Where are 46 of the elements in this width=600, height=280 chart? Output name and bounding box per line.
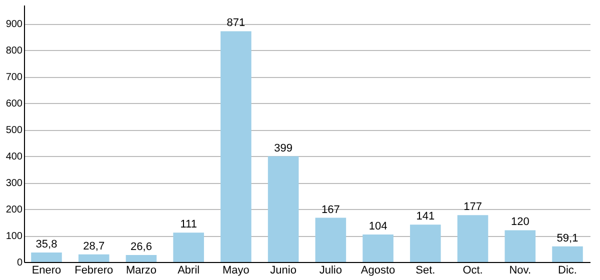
y-tick-label: 400 — [6, 152, 23, 163]
bar — [78, 254, 110, 262]
y-tick-label: 300 — [6, 178, 23, 190]
data-label: 28,7 — [83, 240, 105, 252]
y-tick-label: 600 — [6, 98, 23, 110]
bar — [362, 234, 394, 262]
data-label: 871 — [226, 17, 246, 30]
x-tick-label: Oct. — [462, 264, 483, 276]
bar — [220, 31, 252, 262]
x-tick-label: Mayo — [222, 264, 250, 276]
data-label: 120 — [510, 216, 530, 228]
y-tick-label: 900 — [6, 19, 23, 30]
x-tick-label: Dic. — [558, 264, 577, 276]
y-tick-label: 0 — [16, 258, 23, 268]
x-tick-label: Julio — [319, 264, 342, 276]
bar — [457, 215, 488, 262]
bar — [126, 254, 157, 262]
bar — [31, 252, 62, 262]
x-tick-label: Set. — [416, 264, 436, 276]
data-label: 399 — [274, 142, 292, 154]
bar — [268, 156, 299, 262]
x-tick-label: Febrero — [74, 264, 114, 276]
x-tick-label: Agosto — [360, 264, 396, 276]
y-tick-label: 700 — [6, 72, 23, 84]
y-tick-label: 800 — [6, 46, 23, 57]
y-tick-label: 200 — [6, 204, 23, 216]
data-label: 111 — [180, 218, 197, 231]
data-label: 104 — [368, 220, 388, 232]
y-tick-label: 500 — [6, 125, 23, 136]
x-tick-label: Abril — [178, 264, 200, 276]
x-tick-label: Nov. — [509, 264, 532, 276]
data-label: 167 — [322, 204, 340, 216]
data-label: 177 — [464, 201, 482, 214]
x-tick-label: Marzo — [126, 264, 157, 276]
data-label: 26,6 — [130, 240, 152, 253]
bar — [504, 230, 536, 262]
y-tick-label: 100 — [6, 231, 23, 242]
data-label: 141 — [416, 210, 435, 223]
bar — [315, 218, 346, 262]
data-label: 35,8 — [36, 238, 58, 251]
x-tick-label: Junio — [270, 264, 296, 276]
data-label: 59,1 — [556, 232, 578, 244]
x-tick-label: Enero — [32, 264, 62, 276]
bar — [173, 232, 204, 262]
bar — [410, 224, 441, 262]
bar — [552, 246, 583, 262]
